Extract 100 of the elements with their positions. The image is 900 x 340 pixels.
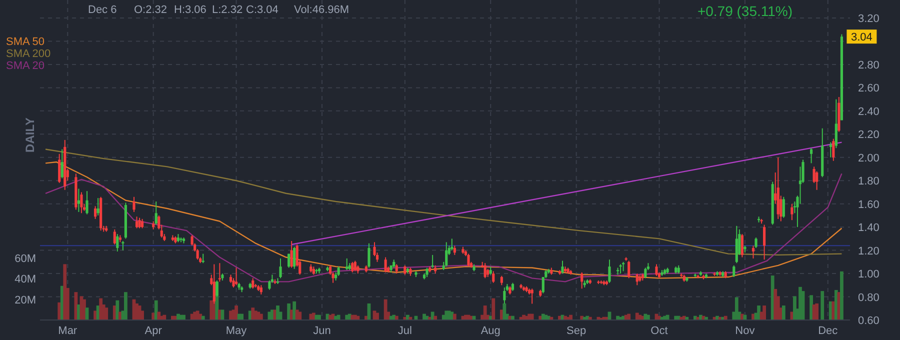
x-tick-label: Aug bbox=[480, 325, 500, 337]
candlestick bbox=[94, 206, 97, 220]
candlestick bbox=[426, 267, 428, 278]
candlestick bbox=[754, 237, 758, 248]
candlestick bbox=[636, 273, 638, 286]
bar bbox=[774, 288, 778, 320]
candlestick bbox=[80, 192, 83, 214]
candlestick bbox=[810, 148, 813, 164]
bar bbox=[782, 306, 786, 320]
bar bbox=[793, 296, 796, 320]
text: C:3.04 bbox=[246, 4, 278, 16]
bar bbox=[74, 292, 78, 320]
candlestick bbox=[337, 266, 340, 276]
bar bbox=[734, 297, 738, 320]
candlestick bbox=[368, 242, 370, 268]
candlestick bbox=[132, 196, 136, 212]
y-tick-label: 0.80 bbox=[858, 292, 880, 304]
candlestick bbox=[790, 203, 794, 221]
y-tick-label: 2.60 bbox=[858, 82, 880, 95]
bar bbox=[492, 298, 496, 320]
candlestick bbox=[834, 98, 838, 149]
candlestick bbox=[782, 196, 785, 218]
candlestick bbox=[154, 201, 158, 226]
bar bbox=[287, 303, 291, 320]
bar bbox=[820, 291, 824, 320]
candlestick bbox=[467, 253, 470, 268]
candlestick bbox=[290, 240, 293, 268]
bar bbox=[157, 312, 161, 320]
candlestick bbox=[354, 260, 356, 272]
candlestick bbox=[763, 224, 766, 260]
candlestick bbox=[395, 264, 398, 274]
bar bbox=[259, 314, 263, 320]
line-series bbox=[44, 148, 842, 256]
y2-tick-label: 40M bbox=[14, 274, 36, 286]
candlestick bbox=[234, 267, 238, 286]
bar bbox=[234, 306, 238, 320]
candlestick bbox=[351, 261, 354, 273]
y-tick-label: 1.60 bbox=[858, 198, 880, 211]
bar bbox=[569, 314, 572, 320]
y-tick-label: 2.20 bbox=[858, 129, 880, 142]
bar bbox=[240, 314, 244, 320]
x-tick-label: Apr bbox=[144, 325, 162, 337]
candlestick bbox=[252, 278, 254, 290]
text: Vol:46.96M bbox=[294, 4, 350, 16]
annotation: 3.04 bbox=[850, 32, 872, 44]
candlestick bbox=[732, 264, 736, 278]
text: O:2.32 bbox=[134, 4, 168, 16]
candlestick bbox=[740, 234, 744, 258]
y-tick-label: 2.80 bbox=[858, 59, 880, 72]
candlestick bbox=[140, 218, 144, 229]
candlestick bbox=[346, 258, 348, 271]
candlestick bbox=[484, 262, 486, 279]
candlestick bbox=[644, 267, 647, 279]
candlestick bbox=[135, 216, 138, 229]
candlestick bbox=[279, 258, 282, 279]
bar bbox=[276, 306, 280, 320]
bar bbox=[318, 314, 321, 320]
bar bbox=[162, 314, 166, 320]
candlestick bbox=[96, 198, 100, 216]
bar bbox=[376, 312, 379, 320]
bar bbox=[502, 303, 506, 320]
candlestick bbox=[832, 138, 835, 162]
candlestick bbox=[752, 245, 755, 259]
candlestick bbox=[816, 170, 818, 190]
text: SMA 20 bbox=[6, 60, 45, 72]
y-tick-label: 2.00 bbox=[858, 152, 880, 164]
bar bbox=[815, 303, 819, 320]
bar bbox=[810, 295, 813, 320]
candlestick bbox=[288, 253, 290, 268]
candlestick bbox=[561, 260, 564, 274]
x-tick-label: Sep bbox=[566, 325, 586, 337]
candlestick bbox=[530, 288, 534, 304]
bar bbox=[104, 308, 108, 320]
y-tick-label: 2.40 bbox=[858, 106, 880, 118]
bar bbox=[530, 314, 534, 320]
bar bbox=[646, 314, 650, 320]
text: H:3.06 bbox=[174, 4, 206, 16]
bar bbox=[336, 314, 340, 320]
bar bbox=[627, 314, 631, 320]
text: DAILY bbox=[23, 118, 37, 152]
candlestick bbox=[116, 234, 119, 252]
candlestick bbox=[453, 245, 456, 256]
y2-tick-label: 60M bbox=[14, 252, 36, 265]
text: SMA 200 bbox=[6, 48, 51, 60]
candlestick bbox=[77, 188, 80, 212]
x-tick-label: Oct bbox=[650, 325, 668, 337]
x-tick-label: Jun bbox=[313, 325, 331, 337]
y2-tick-label: 20M bbox=[14, 294, 36, 306]
bar bbox=[483, 306, 487, 320]
bar bbox=[840, 271, 844, 320]
candlestick bbox=[60, 148, 64, 179]
candlestick bbox=[500, 275, 503, 286]
y-tick-label: 1.40 bbox=[858, 222, 880, 234]
candlestick bbox=[793, 201, 796, 214]
bar bbox=[743, 314, 747, 320]
bar bbox=[116, 300, 120, 320]
text: SMA 50 bbox=[6, 36, 45, 48]
candlestick bbox=[608, 259, 611, 284]
candlestick bbox=[122, 240, 124, 251]
candlestick bbox=[492, 270, 495, 284]
